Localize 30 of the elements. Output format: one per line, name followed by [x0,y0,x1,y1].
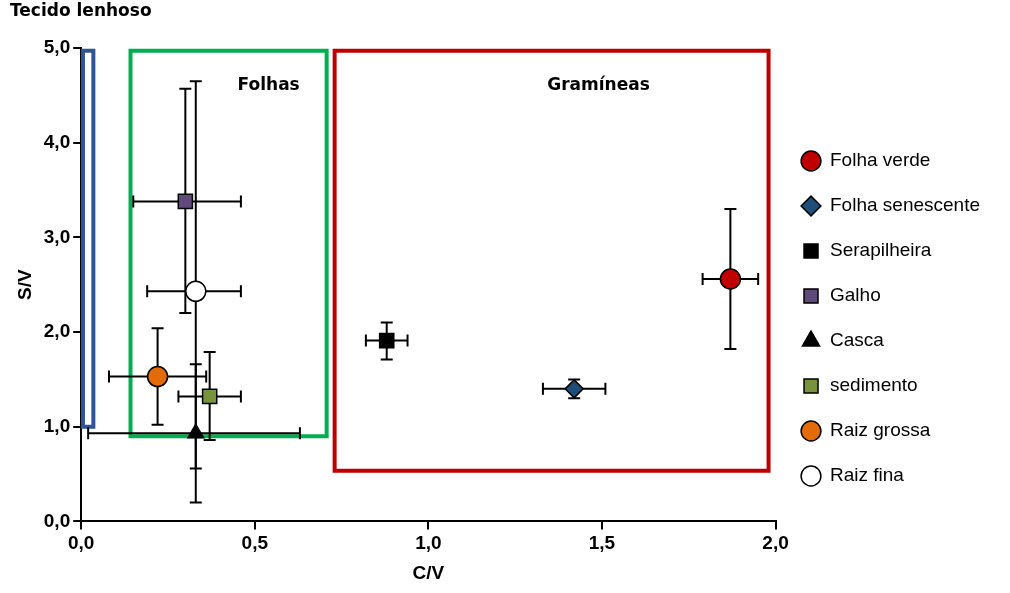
annotation: Gramíneas [547,74,650,95]
y-tick-label: 5,0 [43,36,71,58]
point [185,280,207,303]
y-tick-label: 1,0 [43,414,71,436]
legend-label: Raiz fina [830,464,905,486]
annotation: Folhas [237,74,300,95]
legend-label: Folha senescente [830,194,981,216]
x-axis-title: C/V [412,561,445,583]
x-tick-label: 0,5 [241,532,269,554]
y-axis-title: S/V [13,269,35,301]
legend-label: Galho [830,284,881,306]
legend-label: Folha verde [830,149,931,171]
legend-label: Raiz grossa [830,419,931,441]
x-tick-label: 1,5 [588,532,616,554]
text: Tecido lenhoso [10,0,152,21]
legend-label: Casca [830,329,885,351]
y-tick-label: 0,0 [43,509,71,531]
y-tick-label: 3,0 [43,225,71,247]
y-tick-label: 4,0 [43,130,71,152]
x-tick-label: 0,0 [68,532,95,554]
point [378,332,395,349]
legend-label: Serapilheira [830,239,932,261]
point [146,365,169,388]
point [177,193,194,210]
y-tick-label: 2,0 [43,320,71,342]
point [719,268,742,290]
legend-label: sedimento [830,374,918,396]
x-tick-label: 1,0 [415,532,442,554]
point [201,388,218,405]
x-tick-label: 2,0 [762,532,789,554]
